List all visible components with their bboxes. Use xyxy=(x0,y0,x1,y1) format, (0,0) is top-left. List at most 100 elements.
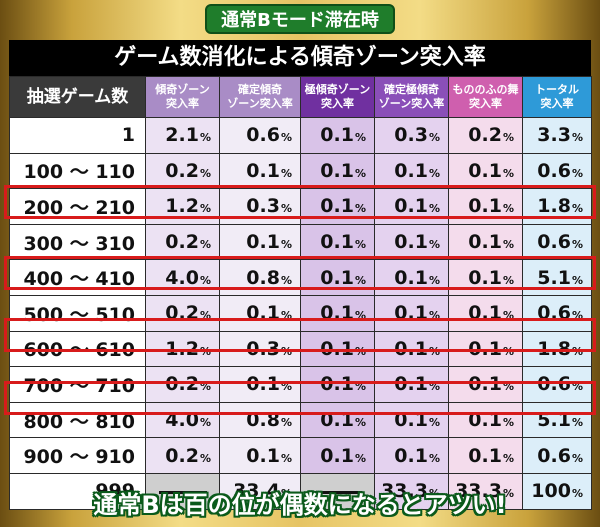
percent-sign: % xyxy=(571,487,583,501)
percent-sign: % xyxy=(199,344,211,358)
rate-value: 4.0 xyxy=(165,266,199,289)
rate-cell: 0.6% xyxy=(522,294,592,332)
rate-value: 0.6 xyxy=(246,124,280,147)
percent-sign: % xyxy=(502,166,514,180)
rate-cell: 4.0% xyxy=(145,259,220,296)
rate-cell: 0.6% xyxy=(522,437,592,474)
percent-sign: % xyxy=(571,380,583,394)
rate-value: 0.1 xyxy=(246,373,280,396)
draw-games-cell: 1 xyxy=(9,117,146,154)
percent-sign: % xyxy=(280,487,292,501)
rate-cell: 0.1% xyxy=(374,294,449,332)
rate-value: 0.1 xyxy=(320,302,354,325)
percent-sign: % xyxy=(280,273,292,287)
rate-cell: 100% xyxy=(522,472,592,510)
percent-sign: % xyxy=(280,131,292,145)
rate-value: 33.3 xyxy=(381,480,428,503)
rate-cell: 5.1% xyxy=(522,259,592,296)
rate-cell: 0.1% xyxy=(300,294,375,332)
table-row: 300 ～ 310 0.2% 0.1% 0.1% 0.1% 0.1% 0.6% xyxy=(9,223,592,261)
header-mononofu-dance: もののふの舞 突入率 xyxy=(448,76,523,118)
percent-sign: % xyxy=(199,451,211,465)
percent-sign: % xyxy=(428,380,440,394)
percent-sign: % xyxy=(354,380,366,394)
rate-value: 0.1 xyxy=(468,159,502,182)
rate-cell: 4.0% xyxy=(145,401,220,439)
draw-games-cell: 100 ～ 110 xyxy=(9,152,146,190)
mode-banner: 通常Bモード滞在時 xyxy=(205,4,395,34)
rate-cell: 0.3% xyxy=(219,330,301,368)
rate-value: 0.8 xyxy=(246,409,280,432)
rate-cell: 0.1% xyxy=(374,259,449,296)
percent-sign: % xyxy=(354,238,366,252)
percent-sign: % xyxy=(199,166,211,180)
rate-cell: 0.1% xyxy=(448,259,523,296)
rate-value: 0.1 xyxy=(320,124,354,147)
rate-cell: 0.1% xyxy=(300,188,375,225)
table-row: 900 ～ 910 0.2% 0.1% 0.1% 0.1% 0.1% 0.6% xyxy=(9,437,592,474)
table-title: ゲーム数消化による傾奇ゾーン突入率 xyxy=(9,40,591,76)
percent-sign: % xyxy=(428,166,440,180)
table-row: 700 ～ 710 0.2% 0.1% 0.1% 0.1% 0.1% 0.6% xyxy=(9,366,592,403)
table-row: 400 ～ 410 4.0% 0.8% 0.1% 0.1% 0.1% 5.1% xyxy=(9,259,592,296)
rate-cell: 1.2% xyxy=(145,330,220,368)
percent-sign: % xyxy=(280,166,292,180)
rate-value: 0.8 xyxy=(246,266,280,289)
rate-value: 0.1 xyxy=(468,444,502,467)
percent-sign: % xyxy=(354,273,366,287)
percent-sign: % xyxy=(354,202,366,216)
percent-sign: % xyxy=(199,238,211,252)
rate-value: 0.1 xyxy=(394,266,428,289)
rate-value: 0.1 xyxy=(468,302,502,325)
percent-sign: % xyxy=(354,451,366,465)
rate-cell: 0.8% xyxy=(219,401,301,439)
draw-games-cell: 700 ～ 710 xyxy=(9,366,146,403)
rate-value: 0.1 xyxy=(246,444,280,467)
percent-sign: % xyxy=(280,309,292,323)
rate-cell: 0.1% xyxy=(300,437,375,474)
rate-cell: 0.1% xyxy=(300,401,375,439)
rate-cell: 0.1% xyxy=(374,152,449,190)
header-confirmed-kiwami-zone: 確定極傾奇 ゾーン突入率 xyxy=(374,76,449,118)
rate-value: 4.0 xyxy=(165,409,199,432)
rate-cell: 5.1% xyxy=(522,401,592,439)
rate-value: 0.1 xyxy=(320,231,354,254)
rate-cell: 0.1% xyxy=(448,437,523,474)
rate-value: 0.2 xyxy=(165,231,199,254)
percent-sign: % xyxy=(428,416,440,430)
footer-caption: 通常Bは百の位が偶数になるとアツい! xyxy=(93,491,507,519)
rate-cell: 0.1% xyxy=(219,294,301,332)
rate-cell: 0.1% xyxy=(374,401,449,439)
percent-sign: % xyxy=(354,344,366,358)
rate-value: 0.1 xyxy=(394,409,428,432)
percent-sign: % xyxy=(571,416,583,430)
percent-sign: % xyxy=(502,202,514,216)
dash-mark xyxy=(313,490,362,494)
rate-cell: 0.1% xyxy=(448,366,523,403)
rate-value: 0.1 xyxy=(394,337,428,360)
rate-cell: 33.3% xyxy=(374,472,449,510)
rate-cell: 0.1% xyxy=(219,366,301,403)
rate-cell: 0.1% xyxy=(374,366,449,403)
rate-cell: 0.1% xyxy=(374,437,449,474)
rate-cell: 0.1% xyxy=(219,152,301,190)
rate-cell: 0.1% xyxy=(448,223,523,261)
rate-cell: 0.1% xyxy=(219,223,301,261)
rate-value: 0.1 xyxy=(320,409,354,432)
rate-cell: 0.1% xyxy=(374,188,449,225)
percent-sign: % xyxy=(502,344,514,358)
draw-games-cell: 800 ～ 810 xyxy=(9,401,146,439)
rate-value: 3.3 xyxy=(537,124,571,147)
percent-sign: % xyxy=(428,309,440,323)
rate-cell: 0.1% xyxy=(448,330,523,368)
table-row: 600 ～ 610 1.2% 0.3% 0.1% 0.1% 0.1% 1.8% xyxy=(9,330,592,368)
percent-sign: % xyxy=(502,273,514,287)
rate-value: 0.1 xyxy=(246,159,280,182)
header-confirmed-kabuki-zone: 確定傾奇 ゾーン突入率 xyxy=(219,76,301,118)
rate-value: 0.2 xyxy=(165,444,199,467)
rate-value: 0.2 xyxy=(165,373,199,396)
rate-cell: 0.6% xyxy=(522,152,592,190)
draw-games-cell: 500 ～ 510 xyxy=(9,294,146,332)
rate-cell: 0.1% xyxy=(300,117,375,154)
rate-value: 2.1 xyxy=(165,124,199,147)
